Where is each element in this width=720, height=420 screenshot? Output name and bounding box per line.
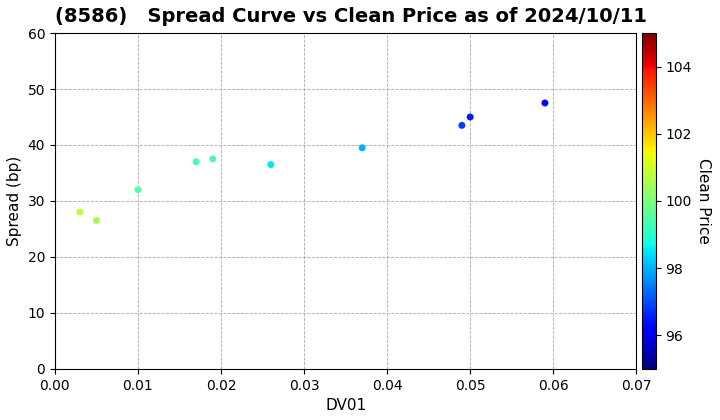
Point	[456, 122, 467, 129]
Point	[91, 217, 102, 224]
Point	[132, 186, 144, 193]
Point	[356, 144, 368, 151]
Point	[265, 161, 276, 168]
Point	[207, 155, 218, 162]
Point	[74, 209, 86, 215]
X-axis label: DV01: DV01	[325, 398, 366, 413]
Y-axis label: Clean Price: Clean Price	[696, 158, 711, 244]
Text: (8586)   Spread Curve vs Clean Price as of 2024/10/11: (8586) Spread Curve vs Clean Price as of…	[55, 7, 647, 26]
Point	[464, 114, 476, 121]
Point	[539, 100, 551, 106]
Point	[190, 158, 202, 165]
Y-axis label: Spread (bp): Spread (bp)	[7, 156, 22, 246]
